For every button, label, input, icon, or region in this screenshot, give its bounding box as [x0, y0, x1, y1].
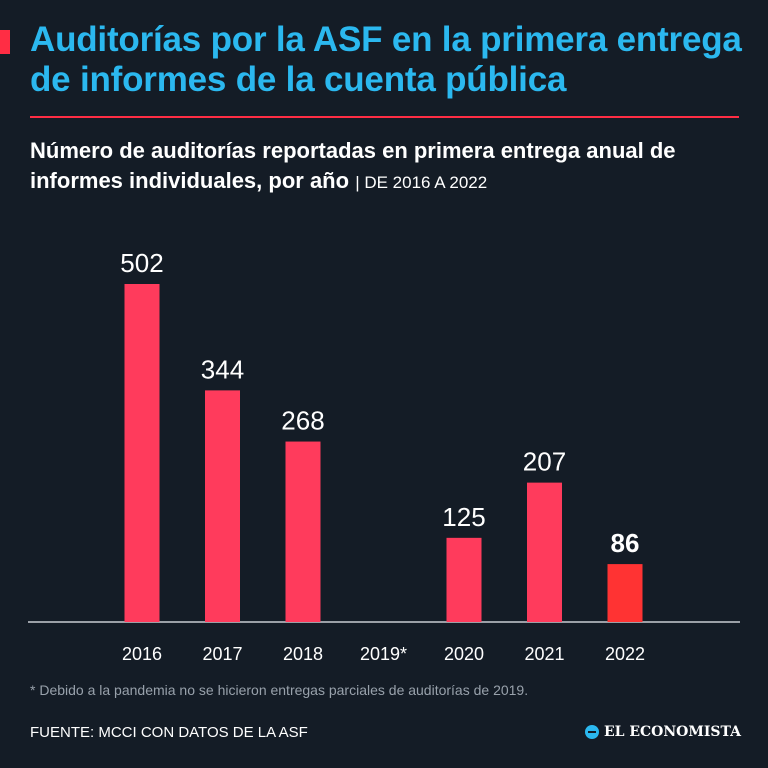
footnote: * Debido a la pandemia no se hicieron en…	[30, 682, 529, 698]
chart-subtitle: Número de auditorías reportadas en prime…	[30, 136, 750, 198]
x-tick-label: 2019*	[360, 644, 407, 664]
title-divider	[30, 116, 739, 118]
data-label-2016: 502	[120, 248, 163, 278]
brand-circle-icon	[584, 725, 599, 739]
data-label-2017: 344	[201, 354, 244, 384]
x-tick-label: 2017	[202, 644, 242, 664]
data-label-2021: 207	[523, 447, 566, 477]
brand-logo: EL ECONOMISTA	[584, 724, 741, 740]
brand-name: EL ECONOMISTA	[603, 724, 741, 740]
x-tick-label: 2021	[524, 644, 564, 664]
x-tick-label: 2022	[605, 644, 645, 664]
x-tick-label: 2016	[122, 644, 162, 664]
source-text: FUENTE: MCCI CON DATOS DE LA ASF	[30, 724, 308, 741]
bar-2021	[527, 482, 562, 622]
x-tick-label: 2018	[283, 644, 323, 664]
bar-2017	[205, 390, 240, 622]
data-label-2018: 268	[281, 406, 324, 436]
bar-2020	[446, 537, 482, 622]
bar-2016	[124, 284, 160, 622]
x-tick-label: 2020	[444, 644, 484, 664]
data-label-2020: 125	[442, 502, 485, 532]
subtitle-text: Número de auditorías reportadas en prime…	[30, 138, 676, 193]
bar-2018	[285, 441, 321, 622]
bar-2022	[607, 564, 643, 622]
data-label-2022: 86	[611, 528, 640, 558]
subtitle-range: | DE 2016 A 2022	[355, 173, 488, 192]
chart-title: Auditorías por la ASF en la primera entr…	[30, 20, 742, 99]
title-accent-mark	[0, 30, 10, 54]
